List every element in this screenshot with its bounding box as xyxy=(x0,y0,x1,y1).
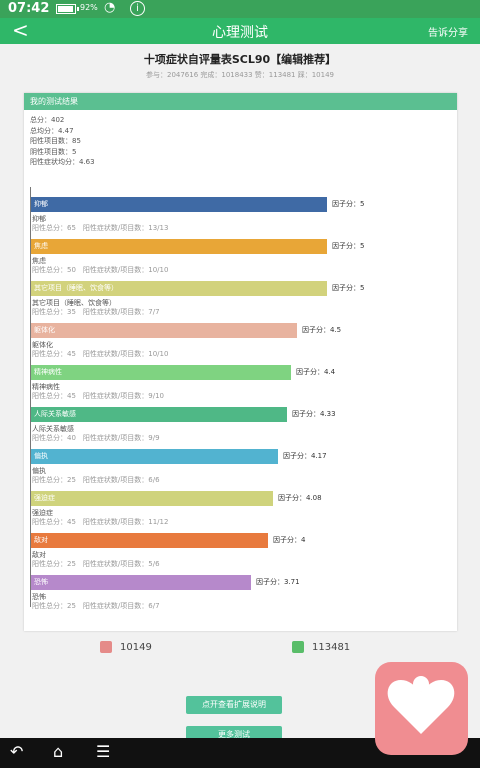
factor-dimension-label: 焦虑 xyxy=(32,257,46,265)
wifi-icon: ◔ xyxy=(104,0,116,15)
factor-dimension-label: 恐怖 xyxy=(32,593,46,601)
result-card: 我的测试结果 总分：402 总均分：4.47 阳性项目数：85 阴性项目数：5 … xyxy=(24,93,457,631)
factor-dimension-label: 敌对 xyxy=(32,551,46,559)
like-count: 113481 xyxy=(312,642,351,653)
summary-block: 总分：402 总均分：4.47 阳性项目数：85 阴性项目数：5 阳性症状均分：… xyxy=(30,115,95,168)
back-button[interactable]: < xyxy=(12,18,29,42)
factor-bar: 抑郁 xyxy=(31,197,327,212)
heart-icon xyxy=(387,676,455,734)
summary-negative-count: 阴性项目数：5 xyxy=(30,147,77,156)
factor-score-label: 因子分：4.4 xyxy=(296,368,336,376)
factor-bar: 强迫症 xyxy=(31,491,273,506)
factor-dimension-label: 人际关系敏感 xyxy=(32,425,74,433)
battery-percent: 92% xyxy=(80,3,98,12)
factor-meta: 阳性总分：25 阳性症状数/项目数：5/6 xyxy=(32,560,160,568)
home-icon[interactable]: ⌂ xyxy=(53,742,64,761)
factor-meta: 阳性总分：45 阳性症状数/项目数：10/10 xyxy=(32,350,169,358)
factor-meta: 阳性总分：45 阳性症状数/项目数：9/10 xyxy=(32,392,164,400)
summary-positive-average: 阳性症状均分：4.63 xyxy=(30,158,95,166)
factor-meta: 阳性总分：35 阳性症状数/项目数：7/7 xyxy=(32,308,160,316)
factor-bar: 偏执 xyxy=(31,449,278,464)
factor-meta: 阳性总分：25 阳性症状数/项目数：6/7 xyxy=(32,602,160,610)
app-bar: < 心理测试 告诉分享 xyxy=(0,18,480,44)
factor-dimension-label: 强迫症 xyxy=(32,509,53,517)
factor-bar: 恐怖 xyxy=(31,575,251,590)
expand-explanation-button[interactable]: 点开查看扩展说明 xyxy=(186,696,282,714)
factor-score-label: 因子分：4.08 xyxy=(278,494,322,502)
test-title: 十项症状自评量表SCL90【编辑推荐】 xyxy=(143,53,337,66)
app-title: 心理测试 xyxy=(212,25,268,41)
status-time: 07:42 xyxy=(8,1,50,16)
factor-meta: 阳性总分：65 阳性症状数/项目数：13/13 xyxy=(32,224,169,232)
factor-bar: 躯体化 xyxy=(31,323,297,338)
result-card-header: 我的测试结果 xyxy=(24,93,457,110)
dislike-button[interactable]: 10149 xyxy=(100,641,152,653)
factor-bar: 精神病性 xyxy=(31,365,291,380)
dislike-count: 10149 xyxy=(120,642,152,653)
chart-axis xyxy=(30,187,31,607)
factor-meta: 阳性总分：50 阳性症状数/项目数：10/10 xyxy=(32,266,169,274)
app-logo xyxy=(375,662,468,755)
factor-meta: 阳性总分：25 阳性症状数/项目数：6/6 xyxy=(32,476,160,484)
factor-bar: 人际关系敏感 xyxy=(31,407,287,422)
factor-meta: 阳性总分：45 阳性症状数/项目数：11/12 xyxy=(32,518,169,526)
battery-icon xyxy=(56,4,79,14)
factor-dimension-label: 抑郁 xyxy=(32,215,46,223)
factor-score-label: 因子分：4 xyxy=(273,536,306,544)
factor-score-label: 因子分：5 xyxy=(332,200,365,208)
info-icon: i xyxy=(130,1,145,16)
summary-positive-count: 阳性项目数：85 xyxy=(30,137,81,145)
recent-apps-icon[interactable]: ☰ xyxy=(96,742,111,761)
summary-average: 总均分：4.47 xyxy=(30,126,74,135)
thumbs-down-icon xyxy=(100,641,112,653)
summary-total: 总分：402 xyxy=(30,116,65,124)
factor-bar: 其它项目（睡眠、饮食等） xyxy=(31,281,327,296)
factor-dimension-label: 偏执 xyxy=(32,467,46,475)
status-bar: 07:42 92% ◔ i xyxy=(0,0,480,18)
factor-score-label: 因子分：4.17 xyxy=(283,452,327,460)
back-icon[interactable]: ↶ xyxy=(10,742,24,761)
factor-score-label: 因子分：3.71 xyxy=(256,578,300,586)
factor-score-label: 因子分：5 xyxy=(332,284,365,292)
factor-score-label: 因子分：5 xyxy=(332,242,365,250)
factor-bar: 焦虑 xyxy=(31,239,327,254)
share-button[interactable]: 告诉分享 xyxy=(428,28,468,39)
factor-dimension-label: 精神病性 xyxy=(32,383,60,391)
like-button[interactable]: 113481 xyxy=(292,641,350,653)
factor-score-label: 因子分：4.5 xyxy=(302,326,342,334)
test-stats: 参与：2047616 完成：1018433 赞：113481 踩：10149 xyxy=(145,71,334,79)
thumbs-up-icon xyxy=(292,641,304,653)
factor-meta: 阳性总分：40 阳性症状数/项目数：9/9 xyxy=(32,434,160,442)
factor-score-label: 因子分：4.33 xyxy=(292,410,336,418)
factor-bar: 敌对 xyxy=(31,533,268,548)
factor-dimension-label: 躯体化 xyxy=(32,341,53,349)
factor-dimension-label: 其它项目（睡眠、饮食等） xyxy=(32,299,116,307)
